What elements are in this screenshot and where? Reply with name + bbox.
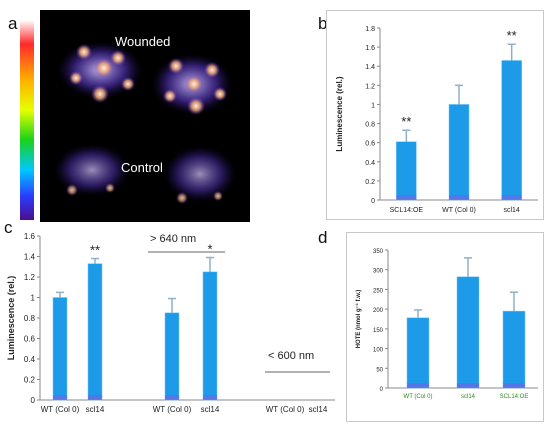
c-category-label: WT (Col 0) <box>41 405 80 414</box>
control-plant-right <box>164 146 236 204</box>
d-category-label: SCL14:OE <box>500 394 529 400</box>
b-y-tick-label: 1.8 <box>365 26 375 33</box>
c-y-tick-label: 1.2 <box>24 273 36 282</box>
c-category-label: scl14 <box>86 405 105 414</box>
b-y-tick-label: 1.4 <box>365 64 375 71</box>
b-y-tick-label: 1 <box>371 102 375 109</box>
c-bar-base <box>165 395 179 400</box>
d-y-tick-label: 100 <box>373 348 384 354</box>
c-y-tick-label: 0 <box>31 396 36 405</box>
panel-label-c: c <box>4 218 13 237</box>
c-y-tick-label: 1.6 <box>24 232 36 241</box>
c-category-label: WT (Col 0) <box>266 405 305 414</box>
b-bar-base <box>449 195 469 200</box>
c-bar-base <box>53 395 67 400</box>
b-category-label: WT (Col 0) <box>442 207 476 214</box>
b-significance-mark: ** <box>507 28 517 43</box>
d-bar-base <box>503 383 525 388</box>
panel-c-chart: 0 0.2 0.4 0.6 0.8 1 1.2 1.4 1.6 Luminescence (rel… <box>6 232 335 414</box>
b-bar-base <box>501 195 522 200</box>
c-bar <box>87 263 103 401</box>
c-bar-base <box>88 395 102 400</box>
d-bar-base <box>407 383 429 388</box>
c-y-axis-label: Luminescence (rel.) <box>6 276 16 361</box>
d-y-tick-label: 250 <box>373 288 384 294</box>
d-y-tick-label: 50 <box>376 367 383 373</box>
c-significance-mark: * <box>207 242 212 257</box>
d-y-tick-label: 350 <box>373 249 384 255</box>
b-y-tick-label: 1.2 <box>365 83 375 90</box>
d-y-tick-label: 200 <box>373 308 384 314</box>
d-y-tick-label: 0 <box>380 387 384 393</box>
b-y-tick-label: 0 <box>371 198 375 205</box>
c-bar <box>202 271 218 401</box>
d-bar <box>502 310 526 389</box>
b-bar <box>448 104 470 201</box>
d-y-tick-label: 300 <box>373 269 384 275</box>
wounded-plant-right <box>152 54 232 115</box>
c-y-tick-label: 1.4 <box>24 253 36 262</box>
d-category-label: WT (Col 0) <box>404 394 433 400</box>
wounded-label: Wounded <box>115 34 170 49</box>
b-significance-mark: ** <box>401 114 411 129</box>
panel-label-d: d <box>318 228 328 247</box>
d-category-label: scl14 <box>461 394 476 400</box>
control-plant-left <box>54 144 130 196</box>
b-y-tick-label: 0.6 <box>365 141 375 148</box>
c-y-tick-label: 0.8 <box>24 314 36 323</box>
c-category-label: scl14 <box>309 405 328 414</box>
panel-a-image: Wounded Control <box>20 10 250 222</box>
b-category-label: SCL14:OE <box>390 207 424 214</box>
d-y-tick-label: 150 <box>373 328 384 334</box>
c-bar-base <box>203 395 217 400</box>
d-bar-base <box>457 383 479 388</box>
panel-b-chart: 0 0.2 0.4 0.6 0.8 1 1.2 1.4 1.6 1.8 Luminescence (… <box>335 26 538 214</box>
b-bar-base <box>396 195 417 200</box>
c-group-label-600: < 600 nm <box>268 350 314 362</box>
panel-d-chart: 0 50 100 150 200 250 300 350 HOTE (nmol g⁻¹ f.w.… <box>355 249 538 400</box>
c-y-tick-label: 1 <box>31 294 36 303</box>
b-category-label: scl14 <box>503 207 519 214</box>
b-y-tick-label: 1.6 <box>365 45 375 52</box>
c-bar <box>164 312 180 401</box>
d-y-axis-label: HOTE (nmol g⁻¹ f.w.) <box>355 290 362 349</box>
c-y-tick-label: 0.4 <box>24 355 36 364</box>
panel-label-a: a <box>8 14 18 33</box>
d-bar <box>456 276 480 389</box>
d-bar <box>406 317 430 389</box>
control-label: Control <box>121 160 163 175</box>
c-y-tick-label: 0.6 <box>24 335 36 344</box>
c-significance-mark: ** <box>90 243 100 258</box>
b-y-axis-label: Luminescence (rel.) <box>335 76 344 151</box>
b-y-tick-label: 0.4 <box>365 160 375 167</box>
c-bar <box>52 297 68 401</box>
c-group-label-640: > 640 nm <box>150 233 196 245</box>
color-scale-bar <box>20 20 34 220</box>
b-bar <box>501 60 522 201</box>
c-category-label: scl14 <box>201 405 220 414</box>
c-category-label: WT (Col 0) <box>153 405 192 414</box>
panel-label-b: b <box>318 14 328 33</box>
c-y-tick-label: 0.2 <box>24 376 36 385</box>
b-y-tick-label: 0.8 <box>365 122 375 129</box>
b-bar <box>396 141 417 201</box>
wounded-plant-left <box>58 42 142 103</box>
b-y-tick-label: 0.2 <box>365 179 375 186</box>
